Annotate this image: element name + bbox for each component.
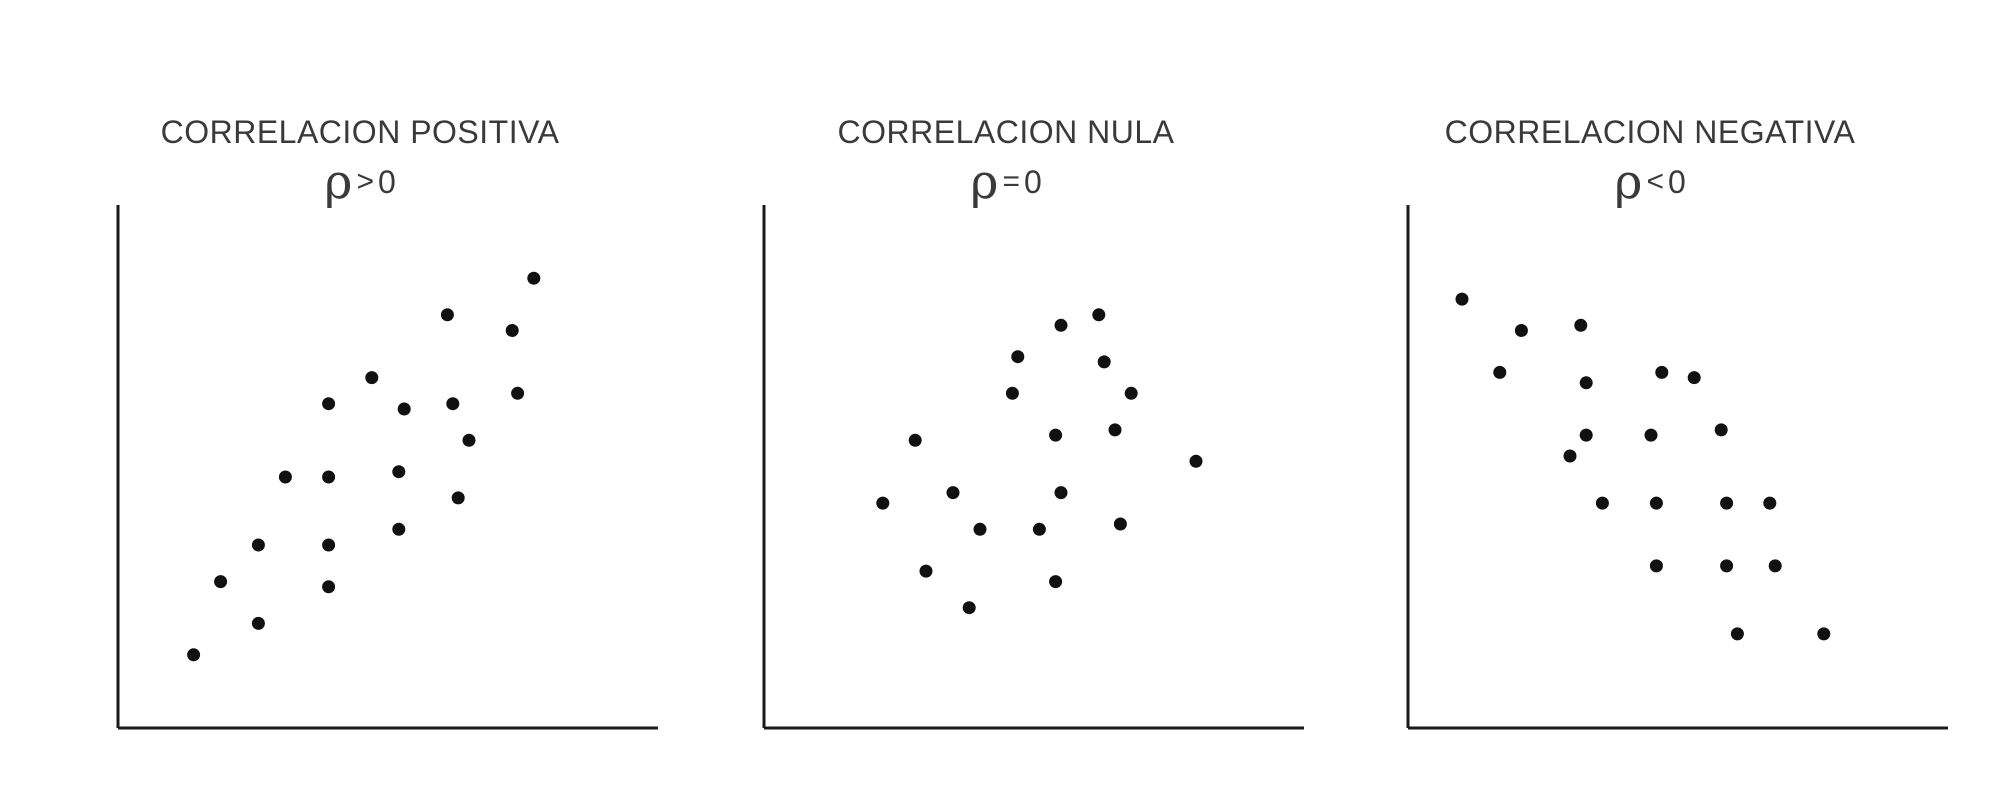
scatter-point xyxy=(1092,308,1106,322)
chart-subtitle: ρ <0 xyxy=(1330,154,1970,210)
scatter-point xyxy=(1595,496,1609,510)
scatter-point xyxy=(322,470,336,484)
rho-symbol: ρ xyxy=(324,154,353,210)
scatter-point xyxy=(1108,423,1122,437)
chart-panel-negative: CORRELACION NEGATIVA ρ <0 xyxy=(1330,0,1970,792)
scatter-plot xyxy=(116,205,658,730)
scatter-point xyxy=(1032,522,1046,536)
scatter-point xyxy=(1720,496,1734,510)
scatter-point xyxy=(365,371,379,385)
scatter-point xyxy=(505,324,519,337)
scatter-point xyxy=(1714,423,1728,437)
scatter-point xyxy=(322,538,336,552)
scatter-point xyxy=(1054,318,1068,332)
scatter-plot xyxy=(762,205,1304,730)
scatter-point xyxy=(1730,627,1744,641)
scatter-point xyxy=(876,496,890,510)
scatter-point xyxy=(446,397,460,411)
rho-operator: < xyxy=(1646,165,1664,198)
scatter-point xyxy=(392,465,406,479)
scatter-point xyxy=(1563,449,1577,463)
scatter-point xyxy=(187,648,201,662)
scatter-point xyxy=(1189,454,1203,468)
scatter-point xyxy=(322,397,336,411)
rho-value: 0 xyxy=(1023,163,1042,200)
scatter-point xyxy=(946,486,960,500)
rho-value: 0 xyxy=(377,163,396,200)
scatter-point xyxy=(462,433,476,447)
scatter-point xyxy=(1579,428,1593,442)
chart-title: CORRELACION POSITIVA xyxy=(160,114,560,150)
scatter-point xyxy=(1579,376,1593,390)
scatter-point xyxy=(1763,496,1777,510)
rho-symbol: ρ xyxy=(970,154,999,210)
scatter-point xyxy=(962,601,976,615)
rho-symbol: ρ xyxy=(1614,154,1643,210)
scatter-point xyxy=(451,491,465,505)
scatter-point xyxy=(1005,386,1019,400)
scatter-point xyxy=(397,402,411,416)
scatter-point xyxy=(1817,627,1831,641)
scatter-point xyxy=(1124,386,1138,400)
scatter-point xyxy=(1649,559,1663,573)
chart-subtitle: ρ = 0 xyxy=(686,154,1326,210)
scatter-point xyxy=(1049,575,1063,589)
scatter-point xyxy=(251,538,265,552)
rho-value: 0 xyxy=(1667,163,1686,200)
scatter-point xyxy=(1011,350,1025,364)
scatter-point xyxy=(511,386,525,400)
chart-panel-positive: CORRELACION POSITIVA ρ >0 xyxy=(40,0,680,792)
scatter-point xyxy=(1687,371,1701,385)
scatter-point xyxy=(1574,318,1588,332)
scatter-point xyxy=(251,616,265,630)
chart-panel-null: CORRELACION NULA ρ = 0 xyxy=(686,0,1326,792)
scatter-point xyxy=(919,564,933,578)
scatter-point xyxy=(1049,428,1063,442)
chart-title: CORRELACION NULA xyxy=(837,114,1175,150)
rho-operator: > xyxy=(356,165,374,198)
scatter-point xyxy=(278,470,292,484)
scatter-point xyxy=(322,580,336,594)
scatter-point xyxy=(1644,428,1658,442)
scatter-point xyxy=(440,308,454,322)
scatter-point xyxy=(1768,559,1782,573)
chart-subtitle: ρ >0 xyxy=(40,154,680,210)
scatter-point xyxy=(1655,365,1669,379)
scatter-point xyxy=(1054,486,1068,500)
scatter-point xyxy=(527,271,541,285)
scatter-point xyxy=(1097,355,1111,369)
scatter-point xyxy=(1720,559,1734,573)
scatter-point xyxy=(1649,496,1663,510)
scatter-point xyxy=(392,522,406,536)
scatter-point xyxy=(1455,292,1469,306)
rho-operator: = xyxy=(1002,165,1020,198)
chart-title: CORRELACION NEGATIVA xyxy=(1444,114,1856,150)
scatter-plot xyxy=(1406,205,1948,730)
scatter-point xyxy=(214,575,228,589)
scatter-point xyxy=(908,433,922,447)
scatter-point xyxy=(973,522,987,536)
scatter-point xyxy=(1514,324,1528,337)
scatter-point xyxy=(1493,365,1507,379)
scatter-point xyxy=(1113,517,1127,531)
